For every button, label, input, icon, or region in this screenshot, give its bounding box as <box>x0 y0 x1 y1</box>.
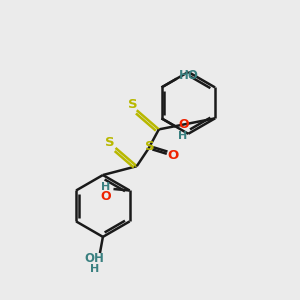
Text: O: O <box>100 190 110 203</box>
Text: OH: OH <box>85 252 105 266</box>
Text: O: O <box>178 118 188 131</box>
Text: S: S <box>145 140 154 153</box>
Text: H: H <box>178 131 187 141</box>
Text: O: O <box>167 149 178 162</box>
Text: HO: HO <box>179 69 199 82</box>
Text: S: S <box>128 98 137 111</box>
Text: H: H <box>90 264 99 274</box>
Text: S: S <box>105 136 115 149</box>
Text: H: H <box>101 182 110 192</box>
